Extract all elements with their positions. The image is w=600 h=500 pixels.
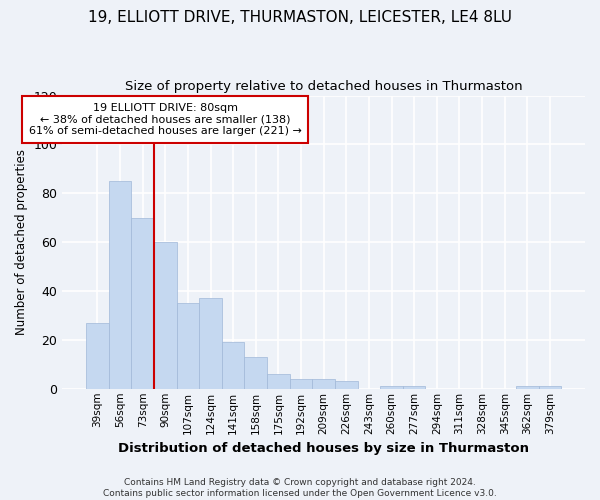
Bar <box>86 323 109 389</box>
Bar <box>176 303 199 389</box>
Bar <box>244 357 267 389</box>
Text: 19, ELLIOTT DRIVE, THURMASTON, LEICESTER, LE4 8LU: 19, ELLIOTT DRIVE, THURMASTON, LEICESTER… <box>88 10 512 25</box>
Text: Contains HM Land Registry data © Crown copyright and database right 2024.
Contai: Contains HM Land Registry data © Crown c… <box>103 478 497 498</box>
Bar <box>335 382 358 389</box>
Bar <box>539 386 561 389</box>
Bar <box>313 379 335 389</box>
Bar <box>222 342 244 389</box>
Bar <box>290 379 313 389</box>
Bar <box>380 386 403 389</box>
Bar <box>267 374 290 389</box>
Bar <box>109 181 131 389</box>
Title: Size of property relative to detached houses in Thurmaston: Size of property relative to detached ho… <box>125 80 523 93</box>
Y-axis label: Number of detached properties: Number of detached properties <box>15 149 28 335</box>
Bar <box>131 218 154 389</box>
Bar <box>199 298 222 389</box>
X-axis label: Distribution of detached houses by size in Thurmaston: Distribution of detached houses by size … <box>118 442 529 455</box>
Text: 19 ELLIOTT DRIVE: 80sqm
← 38% of detached houses are smaller (138)
61% of semi-d: 19 ELLIOTT DRIVE: 80sqm ← 38% of detache… <box>29 103 302 136</box>
Bar <box>516 386 539 389</box>
Bar <box>154 242 176 389</box>
Bar <box>403 386 425 389</box>
